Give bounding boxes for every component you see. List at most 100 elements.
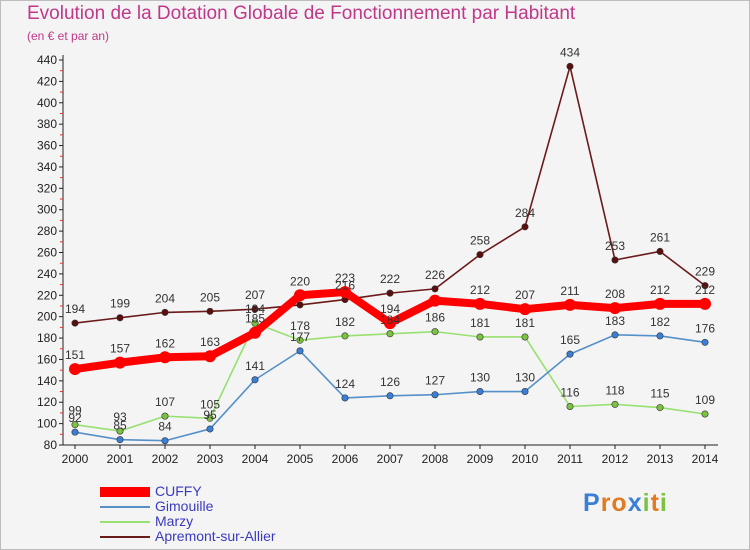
data-point <box>611 331 619 339</box>
data-label: 199 <box>110 297 130 311</box>
data-point <box>656 404 664 412</box>
logo-letter: t <box>650 489 660 517</box>
y-tick-label: 380 <box>37 117 57 131</box>
data-point <box>476 333 484 341</box>
data-label: 107 <box>155 395 175 409</box>
data-label: 204 <box>155 291 175 305</box>
y-tick-label: 300 <box>37 203 57 217</box>
data-label: 92 <box>68 411 82 425</box>
data-label: 229 <box>695 265 715 279</box>
data-point <box>296 336 304 344</box>
data-point <box>431 285 439 293</box>
data-point <box>701 338 709 346</box>
x-tick-label: 2002 <box>152 452 179 466</box>
x-tick-label: 2006 <box>332 452 359 466</box>
legend-label-cuffy: CUFFY <box>155 483 202 499</box>
data-label: 109 <box>695 393 715 407</box>
y-tick-label: 160 <box>37 352 57 366</box>
x-tick-label: 2001 <box>107 452 134 466</box>
data-point <box>69 363 81 376</box>
data-point <box>566 350 574 358</box>
data-label: 220 <box>290 274 310 288</box>
y-tick-label: 340 <box>37 160 57 174</box>
chart-title: Evolution de la Dotation Globale de Fonc… <box>27 3 576 24</box>
data-label: 211 <box>560 284 579 298</box>
data-label: 115 <box>650 387 669 401</box>
data-label: 212 <box>695 283 715 297</box>
y-tick-label: 280 <box>37 224 57 238</box>
data-label: 116 <box>560 386 579 400</box>
data-label: 95 <box>203 408 217 422</box>
data-point <box>566 402 574 410</box>
data-point <box>71 421 79 429</box>
logo-letter: i <box>642 489 651 517</box>
data-point <box>116 436 124 444</box>
data-point <box>474 297 486 310</box>
x-tick-label: 2010 <box>512 452 539 466</box>
logo-letter: i <box>659 489 668 517</box>
data-point <box>114 356 126 369</box>
data-point <box>521 333 529 341</box>
data-point <box>71 428 79 436</box>
y-tick-label: 180 <box>37 331 57 345</box>
data-point <box>476 251 484 259</box>
y-tick-label: 400 <box>37 96 57 110</box>
data-point <box>161 437 169 445</box>
x-tick-label: 2003 <box>197 452 224 466</box>
y-tick-label: 140 <box>37 374 57 388</box>
data-label: 194 <box>245 302 265 316</box>
data-label: 185 <box>245 312 265 326</box>
data-point <box>296 347 304 355</box>
data-label: 194 <box>380 302 400 316</box>
legend-label-marzy: Marzy <box>155 513 194 529</box>
data-label: 105 <box>200 397 220 411</box>
data-label: 85 <box>113 419 127 433</box>
x-tick-label: 2012 <box>602 452 629 466</box>
x-tick-label: 2013 <box>647 452 674 466</box>
legend-swatch-marzy <box>100 521 150 523</box>
data-label: 181 <box>470 316 490 330</box>
y-tick-label: 320 <box>37 181 57 195</box>
data-point <box>701 282 709 290</box>
legend-label-gimouille: Gimouille <box>155 498 214 514</box>
x-tick-label: 2005 <box>287 452 314 466</box>
data-point <box>71 319 79 327</box>
data-point <box>384 317 396 330</box>
data-label: 284 <box>515 206 535 220</box>
data-point <box>656 332 664 340</box>
data-point <box>431 391 439 399</box>
data-point <box>251 376 259 384</box>
data-point <box>386 330 394 338</box>
data-label: 434 <box>560 45 580 59</box>
legend-label-apremont: Apremont-sur-Allier <box>155 528 276 544</box>
data-point <box>564 298 576 311</box>
y-tick-label: 440 <box>37 53 57 67</box>
data-point <box>611 256 619 264</box>
data-point <box>206 425 214 433</box>
data-point <box>341 394 349 402</box>
data-point <box>339 286 351 299</box>
data-label: 223 <box>335 271 355 285</box>
data-point <box>521 223 529 231</box>
data-label: 207 <box>515 288 535 302</box>
data-point <box>519 303 531 316</box>
data-point <box>656 247 664 255</box>
data-label: 212 <box>650 283 670 297</box>
data-point <box>116 314 124 322</box>
data-point <box>386 392 394 400</box>
y-tick-label: 120 <box>37 395 57 409</box>
logo-letter: o <box>611 489 628 517</box>
data-point <box>609 302 621 315</box>
data-label: 99 <box>68 404 82 418</box>
x-tick-label: 2009 <box>467 452 494 466</box>
data-label: 182 <box>650 315 670 329</box>
data-point <box>116 427 124 435</box>
data-label: 186 <box>425 311 445 325</box>
legend-swatch-gimouille <box>100 506 150 508</box>
data-label: 194 <box>65 302 85 316</box>
y-tick-label: 80 <box>44 438 58 452</box>
y-tick-label: 420 <box>37 74 57 88</box>
data-point <box>521 388 529 396</box>
x-tick-label: 2000 <box>62 452 89 466</box>
